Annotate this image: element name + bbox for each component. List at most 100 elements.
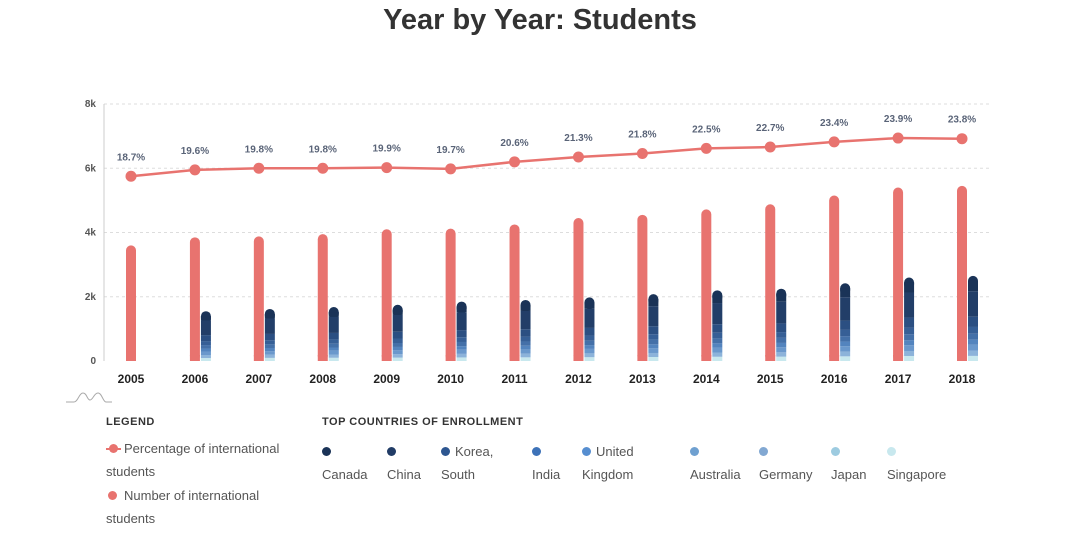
stack-segment[interactable] <box>776 356 787 361</box>
stack-segment[interactable] <box>776 352 787 357</box>
stack-segment[interactable] <box>584 340 595 346</box>
country-legend-item[interactable]: Australia <box>690 440 741 486</box>
stack-segment[interactable] <box>264 340 275 345</box>
stack-segment[interactable] <box>200 358 211 361</box>
line-point[interactable] <box>572 151 584 163</box>
bar[interactable] <box>893 187 904 361</box>
stack-segment[interactable] <box>648 334 659 340</box>
stack-segment[interactable] <box>584 335 595 341</box>
stack-segment[interactable] <box>584 348 595 354</box>
country-legend-item[interactable]: China <box>387 440 421 486</box>
stack-segment[interactable] <box>904 327 915 335</box>
stack-segment[interactable] <box>520 349 531 354</box>
stack-segment[interactable] <box>392 357 403 361</box>
stack-segment[interactable] <box>520 345 531 350</box>
stack-segment[interactable] <box>456 330 467 338</box>
stack-segment[interactable] <box>904 317 915 328</box>
stack-segment[interactable] <box>840 356 851 361</box>
stack-segment[interactable] <box>712 332 723 339</box>
stack-segment[interactable] <box>840 351 851 357</box>
stack-segment[interactable] <box>328 316 339 333</box>
stack-segment[interactable] <box>392 346 403 351</box>
bar[interactable] <box>126 245 136 361</box>
stack-segment[interactable] <box>584 308 595 328</box>
stack-segment[interactable] <box>520 329 531 337</box>
stack-segment[interactable] <box>712 352 723 357</box>
stack-segment[interactable] <box>648 344 659 349</box>
stack-segment[interactable] <box>584 357 595 361</box>
stack-segment[interactable] <box>200 316 211 321</box>
stack-segment[interactable] <box>584 302 595 309</box>
country-legend-item[interactable]: Korea, South <box>441 440 493 486</box>
line-point[interactable] <box>253 162 265 174</box>
stack-segment[interactable] <box>328 312 339 317</box>
stack-segment[interactable] <box>904 292 915 318</box>
line-point[interactable] <box>125 170 137 182</box>
stack-segment[interactable] <box>264 333 275 341</box>
stack-segment[interactable] <box>392 350 403 355</box>
stack-segment[interactable] <box>520 310 531 330</box>
country-legend-item[interactable]: Japan <box>831 440 866 486</box>
stack-segment[interactable] <box>456 306 467 313</box>
stack-segment[interactable] <box>968 350 978 356</box>
stack-segment[interactable] <box>520 304 531 311</box>
stack-segment[interactable] <box>968 326 978 334</box>
stack-segment[interactable] <box>776 301 787 324</box>
line-point[interactable] <box>509 156 521 168</box>
stack-segment[interactable] <box>584 353 595 358</box>
bar[interactable] <box>509 224 520 361</box>
stack-segment[interactable] <box>968 316 978 327</box>
stack-segment[interactable] <box>840 320 851 330</box>
stack-segment[interactable] <box>904 350 915 356</box>
stack-segment[interactable] <box>328 350 339 355</box>
line-point[interactable] <box>636 147 648 159</box>
stack-segment[interactable] <box>968 355 978 361</box>
stack-segment[interactable] <box>328 339 339 344</box>
stack-segment[interactable] <box>200 335 211 342</box>
line-point[interactable] <box>764 141 776 153</box>
stack-segment[interactable] <box>648 326 659 335</box>
stack-segment[interactable] <box>904 355 915 361</box>
stack-segment[interactable] <box>328 357 339 361</box>
country-legend-item[interactable]: India <box>532 440 560 486</box>
bar[interactable] <box>701 209 712 361</box>
stack-segment[interactable] <box>648 348 659 353</box>
stack-segment[interactable] <box>904 340 915 346</box>
stack-segment[interactable] <box>200 355 211 359</box>
stack-segment[interactable] <box>456 312 467 331</box>
line-point[interactable] <box>956 133 968 145</box>
stack-segment[interactable] <box>264 313 275 319</box>
stack-segment[interactable] <box>456 349 467 354</box>
line-point[interactable] <box>381 162 393 174</box>
stack-segment[interactable] <box>840 341 851 347</box>
stack-segment[interactable] <box>968 280 978 292</box>
stack-segment[interactable] <box>584 327 595 336</box>
stack-segment[interactable] <box>776 337 787 343</box>
stack-segment[interactable] <box>264 347 275 352</box>
line-point[interactable] <box>700 142 712 154</box>
line-point[interactable] <box>189 164 201 176</box>
stack-segment[interactable] <box>392 331 403 339</box>
bar[interactable] <box>957 185 967 361</box>
bar[interactable] <box>381 229 392 361</box>
country-legend-item[interactable]: United Kingdom <box>582 440 634 486</box>
stack-segment[interactable] <box>456 346 467 350</box>
stack-segment[interactable] <box>776 347 787 353</box>
stack-segment[interactable] <box>456 353 467 358</box>
stack-segment[interactable] <box>520 336 531 342</box>
stack-segment[interactable] <box>264 351 275 355</box>
legend-item-number[interactable]: Number of international students <box>106 488 260 526</box>
stack-segment[interactable] <box>392 343 403 347</box>
stack-segment[interactable] <box>328 347 339 351</box>
stack-segment[interactable] <box>392 338 403 344</box>
stack-segment[interactable] <box>904 334 915 341</box>
stack-segment[interactable] <box>392 309 403 315</box>
stack-segment[interactable] <box>584 345 595 349</box>
bar[interactable] <box>189 237 200 361</box>
stack-segment[interactable] <box>712 356 723 361</box>
country-legend-item[interactable]: Singapore <box>887 440 946 486</box>
country-legend-item[interactable]: Germany <box>759 440 812 486</box>
line-point[interactable] <box>317 162 329 174</box>
stack-segment[interactable] <box>200 345 211 349</box>
country-legend-item[interactable]: Canada <box>322 440 368 486</box>
